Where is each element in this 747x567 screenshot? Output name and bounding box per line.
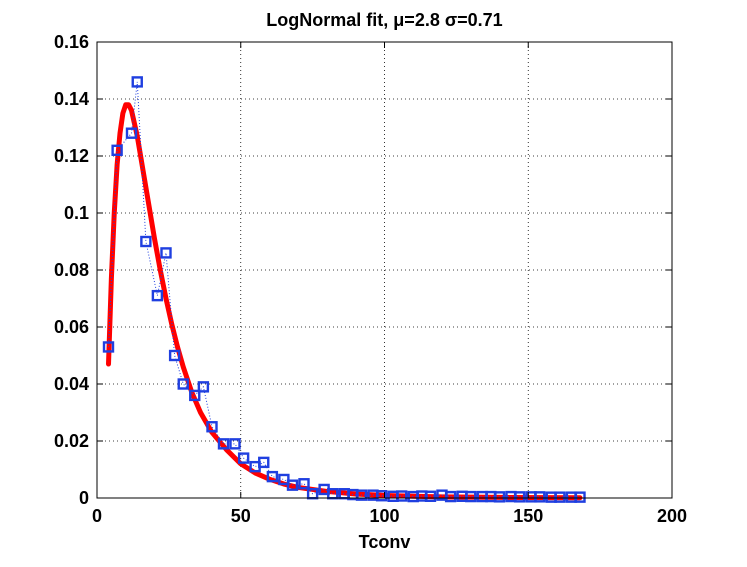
- empirical-point: [355, 489, 368, 501]
- empirical-point: [206, 421, 218, 433]
- empirical-point: [197, 381, 210, 393]
- y-tick-label: 0.08: [54, 260, 89, 280]
- empirical-point: [160, 247, 172, 259]
- empirical-point: [258, 456, 270, 469]
- x-tick-label: 50: [231, 506, 251, 526]
- empirical-point: [493, 491, 506, 503]
- empirical-point: [574, 491, 586, 503]
- empirical-point: [229, 438, 241, 450]
- empirical-point: [444, 490, 457, 503]
- x-tick-label: 0: [92, 506, 102, 526]
- empirical-point: [298, 478, 310, 490]
- empirical-point: [396, 490, 408, 502]
- y-tick-label: 0.14: [54, 89, 89, 109]
- empirical-point: [125, 127, 138, 139]
- x-tick-label: 200: [657, 506, 687, 526]
- empirical-point: [375, 490, 388, 502]
- y-tick-label: 0: [79, 488, 89, 508]
- empirical-point: [168, 349, 181, 362]
- x-tick-label: 150: [513, 506, 543, 526]
- data-layer: [102, 76, 586, 503]
- chart-title: LogNormal fit, μ=2.8 σ=0.71: [266, 10, 502, 30]
- lognormal-fit-line: [106, 102, 583, 501]
- empirical-point: [465, 490, 477, 503]
- y-tick-label: 0.02: [54, 431, 89, 451]
- empirical-point: [140, 235, 152, 248]
- empirical-point: [151, 289, 164, 302]
- empirical-point: [102, 341, 115, 353]
- y-tick-label: 0.12: [54, 146, 89, 166]
- empirical-point: [189, 389, 201, 402]
- empirical-point: [554, 491, 566, 503]
- fit-layer: [106, 102, 583, 501]
- grid-layer: [97, 42, 672, 498]
- x-tick-label: 100: [369, 506, 399, 526]
- empirical-point: [111, 144, 123, 157]
- y-tick-label: 0.04: [54, 374, 89, 394]
- empirical-point: [237, 452, 250, 464]
- empirical-point: [513, 491, 526, 503]
- tick-layer: 0 50 100 150 200 0 0.02 0.04 0.06 0.08 0.1 0.12 0.14…: [54, 32, 687, 526]
- empirical-dotted-line: [108, 81, 580, 498]
- empirical-point: [266, 470, 279, 483]
- empirical-point: [286, 479, 299, 491]
- empirical-point: [534, 491, 546, 503]
- y-tick-label: 0.06: [54, 317, 89, 337]
- y-tick-label: 0.1: [64, 203, 89, 223]
- empirical-point: [424, 490, 437, 502]
- empirical-point: [217, 438, 230, 450]
- empirical-point: [131, 76, 143, 88]
- y-tick-label: 0.16: [54, 32, 89, 52]
- empirical-point: [177, 378, 189, 390]
- x-axis-label: Tconv: [359, 532, 411, 552]
